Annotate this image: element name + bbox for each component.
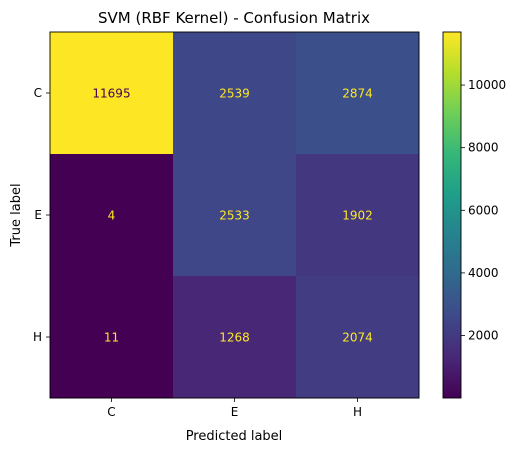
- colorbar-tick-label: 10000: [468, 78, 506, 92]
- heatmap-cell: [50, 32, 174, 155]
- y-tick-label: E: [34, 208, 42, 222]
- x-axis-label: Predicted label: [186, 429, 283, 444]
- cell-value-label: 2074: [342, 331, 373, 345]
- heatmap-cell: [296, 32, 420, 155]
- colorbar-ticks: 2000 4000 6000 8000 10000: [461, 78, 506, 343]
- heatmap-cell: [173, 154, 297, 277]
- y-axis-ticks: C E H: [33, 86, 50, 344]
- heatmap-cells: [50, 32, 420, 399]
- x-tick-label: E: [231, 405, 239, 419]
- cell-value-label: 11695: [92, 87, 130, 101]
- heatmap-cell: [296, 154, 420, 277]
- heatmap-cell: [173, 32, 297, 155]
- cell-value-labels: 11695 2539 2874 4 2533 1902 11 1268 2074: [92, 87, 372, 345]
- cell-value-label: 1902: [342, 209, 373, 223]
- cell-value-label: 2874: [342, 87, 373, 101]
- y-axis-label: True label: [9, 183, 24, 247]
- colorbar-tick-label: 4000: [468, 266, 499, 280]
- y-tick-label: C: [34, 86, 42, 100]
- heatmap-cell: [296, 276, 420, 399]
- heatmap-cell: [173, 276, 297, 399]
- x-tick-label: C: [107, 405, 115, 419]
- cell-value-label: 2533: [219, 209, 250, 223]
- x-tick-label: H: [353, 405, 362, 419]
- cell-value-label: 2539: [219, 87, 250, 101]
- colorbar-tick-label: 6000: [468, 203, 499, 217]
- heatmap-cell: [50, 154, 174, 277]
- cell-value-label: 11: [104, 331, 119, 345]
- colorbar-tick-label: 2000: [468, 329, 499, 343]
- chart-title: SVM (RBF Kernel) - Confusion Matrix: [98, 9, 370, 27]
- cell-value-label: 4: [108, 209, 116, 223]
- colorbar: [442, 31, 462, 399]
- colorbar-tick-label: 8000: [468, 141, 499, 155]
- heatmap-cell: [50, 276, 174, 399]
- y-tick-label: H: [33, 330, 42, 344]
- cell-value-label: 1268: [219, 331, 250, 345]
